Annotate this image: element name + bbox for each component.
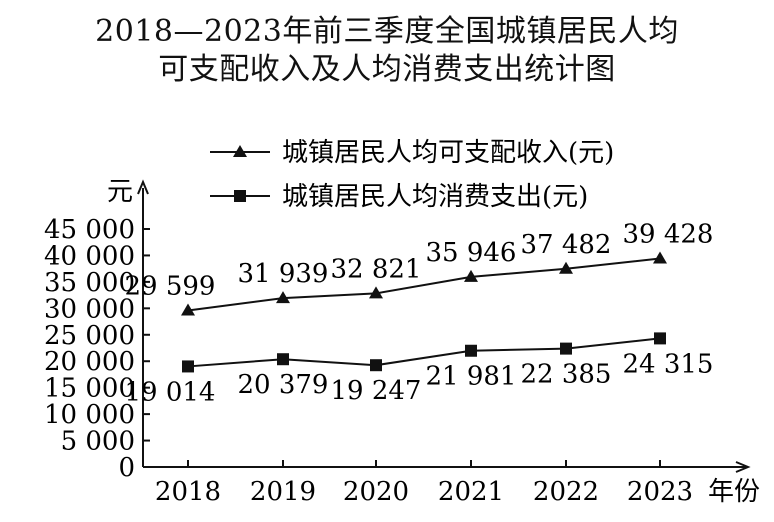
expense-data-label: 24 315	[623, 349, 714, 379]
expense-data-label: 19 247	[331, 376, 422, 406]
x-axis-label: 年份	[708, 477, 760, 507]
legend-label: 城镇居民人均消费支出(元)	[282, 182, 588, 212]
x-tick-label: 2019	[250, 477, 316, 507]
legend: 城镇居民人均可支配收入(元) 城镇居民人均消费支出(元)	[210, 138, 614, 212]
chart-title: 2018—2023年前三季度全国城镇居民人均	[95, 14, 679, 49]
y-tick-label: 15 000	[44, 374, 135, 404]
expense-series-line	[187, 337, 661, 368]
y-tick-label: 35 000	[44, 268, 135, 298]
income-point	[559, 261, 573, 274]
income-data-label: 32 821	[331, 254, 422, 284]
y-tick-label: 0	[118, 453, 135, 483]
income-data-label: 37 482	[521, 230, 612, 260]
income-data-label: 31 939	[238, 259, 329, 289]
legend-triangle-marker	[233, 145, 247, 157]
legend-label: 城镇居民人均可支配收入(元)	[282, 138, 614, 168]
x-tick-label: 2023	[627, 477, 693, 507]
chart-subtitle: 可支配收入及人均消费支出统计图	[158, 52, 616, 87]
income-point	[369, 286, 383, 299]
expense-point	[182, 360, 194, 373]
expense-point	[654, 332, 666, 345]
x-tick-label: 2018	[155, 477, 221, 507]
x-axis-arrow	[735, 461, 751, 473]
income-data-label: 35 946	[426, 238, 517, 268]
income-data-label: 39 428	[623, 219, 714, 249]
x-tick-label: 2020	[343, 477, 409, 507]
x-tick-label: 2022	[533, 477, 599, 507]
y-tick-label: 10 000	[44, 400, 135, 430]
expense-point	[277, 353, 289, 366]
expense-point	[370, 359, 382, 372]
y-tick-label: 30 000	[44, 294, 135, 324]
expense-point	[560, 342, 572, 355]
y-tick-label: 25 000	[44, 321, 135, 351]
y-tick-label: 40 000	[44, 241, 135, 271]
y-axis-label: 元	[107, 177, 133, 207]
expense-point	[465, 344, 477, 357]
income-series-line	[187, 257, 661, 312]
legend-square-marker	[234, 190, 246, 202]
income-data-label: 29 599	[125, 271, 216, 301]
y-tick-label: 20 000	[44, 347, 135, 377]
expense-data-label: 19 014	[125, 377, 216, 407]
income-point	[464, 269, 478, 282]
x-tick-label: 2021	[438, 477, 504, 507]
income-point	[181, 303, 195, 316]
y-axis-arrow	[137, 179, 149, 195]
expense-data-label: 21 981	[426, 362, 517, 392]
y-tick-label: 5 000	[61, 427, 135, 457]
income-point	[276, 291, 290, 304]
expense-data-label: 22 385	[521, 360, 612, 390]
income-point	[653, 251, 667, 264]
y-tick-label: 45 000	[44, 215, 135, 245]
expense-data-label: 20 379	[238, 370, 329, 400]
